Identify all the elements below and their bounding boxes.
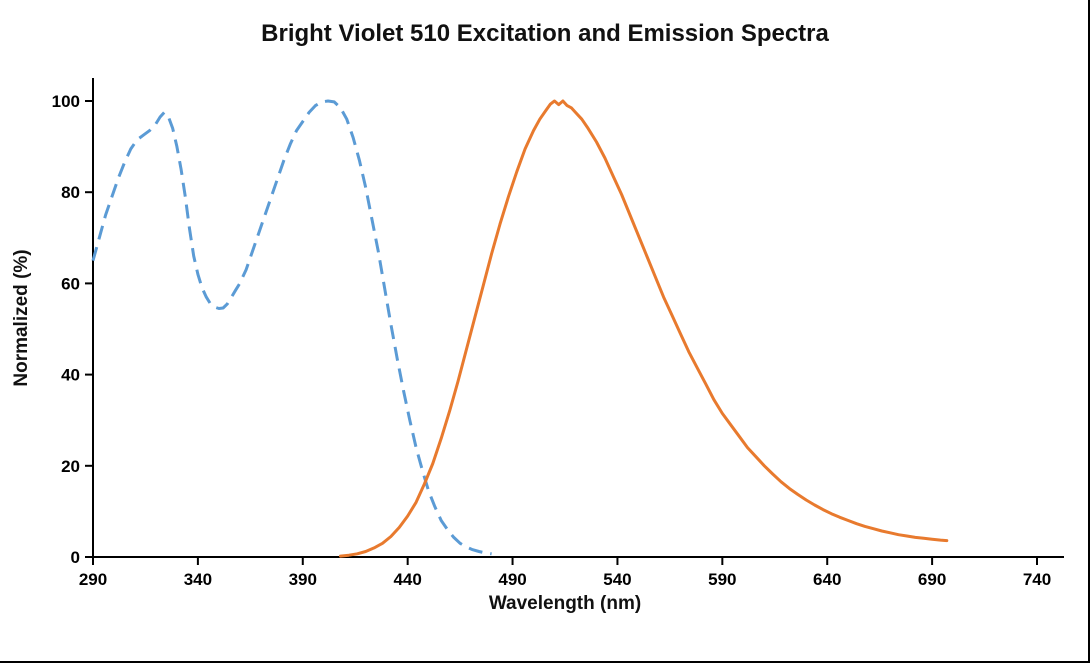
x-tick-label: 290 [79, 570, 107, 589]
x-tick-label: 740 [1023, 570, 1051, 589]
x-tick-label: 690 [918, 570, 946, 589]
y-tick-label: 80 [61, 183, 80, 202]
x-tick-label: 390 [289, 570, 317, 589]
y-tick-label: 60 [61, 274, 80, 293]
x-tick-label: 540 [603, 570, 631, 589]
x-tick-label: 640 [813, 570, 841, 589]
y-tick-label: 20 [61, 457, 80, 476]
x-tick-label: 490 [498, 570, 526, 589]
x-tick-label: 440 [393, 570, 421, 589]
series-emission-curve [339, 99, 949, 558]
y-tick-label: 0 [71, 548, 80, 567]
y-tick-label: 100 [52, 92, 80, 111]
y-tick-label: 40 [61, 366, 80, 385]
x-axis-label: Wavelength (nm) [488, 593, 642, 614]
chart-title: Bright Violet 510 Excitation and Emissio… [261, 20, 829, 47]
x-tick-label: 590 [708, 570, 736, 589]
series-excitation-curve [91, 99, 492, 556]
x-tick-label: 340 [184, 570, 212, 589]
